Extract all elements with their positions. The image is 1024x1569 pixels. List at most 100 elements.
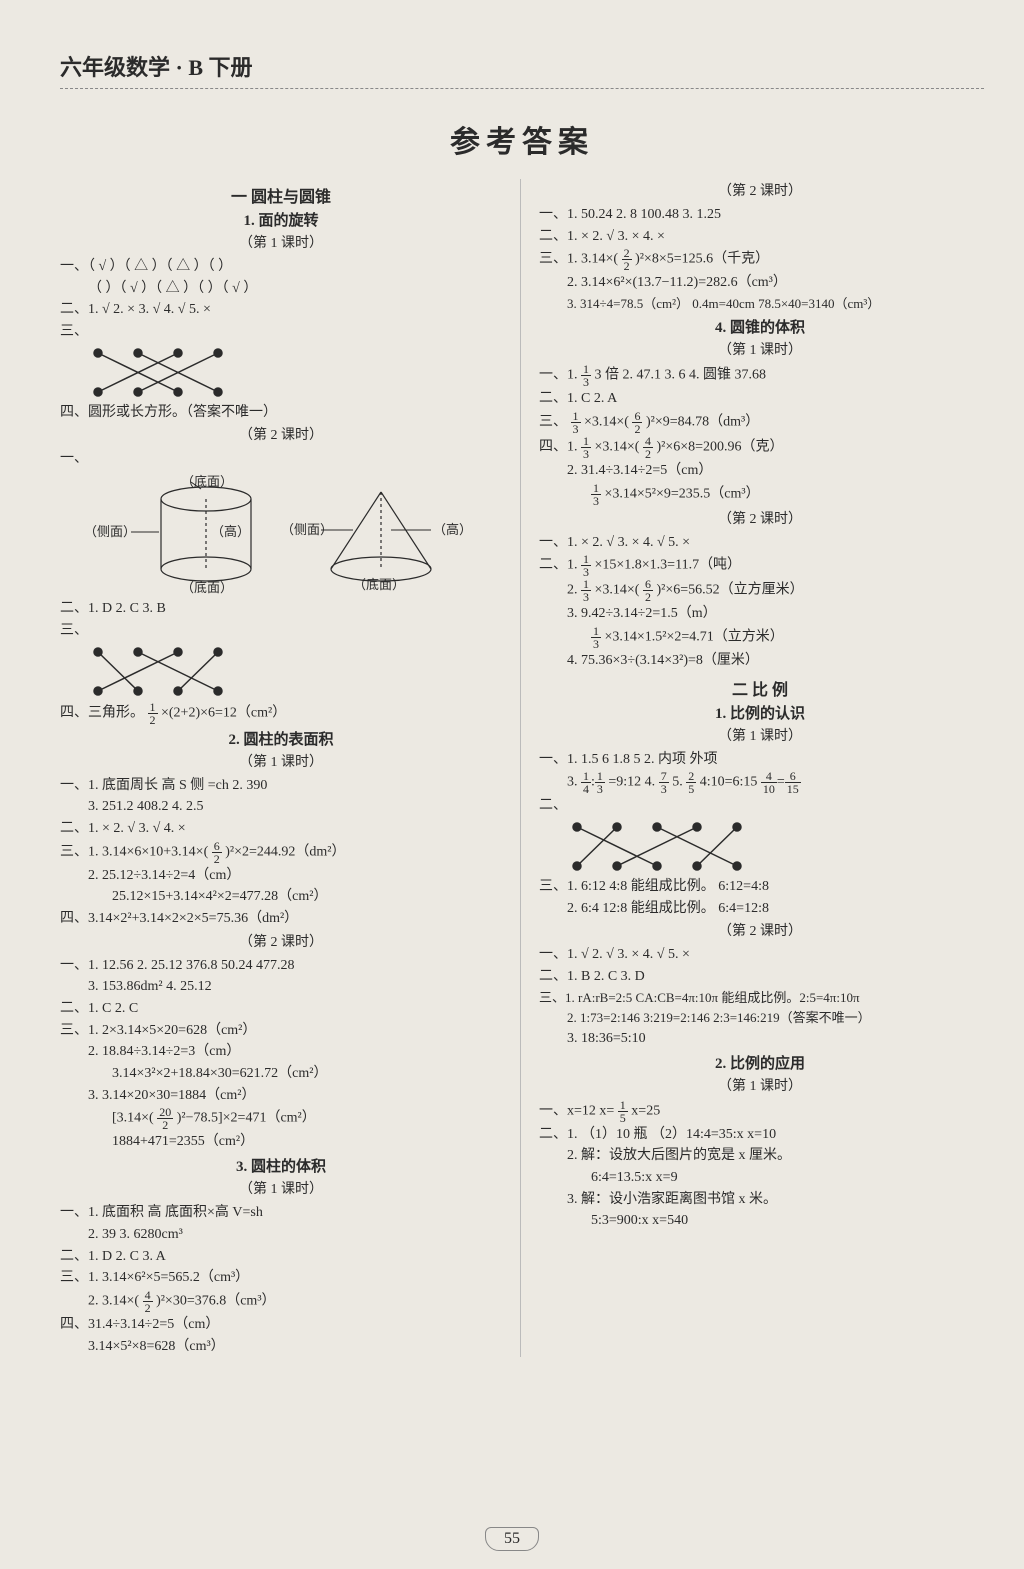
r5-5: 13 ×3.14×1.5²×2=4.71（立方米） — [539, 625, 981, 650]
frac-2-2: 22 — [622, 247, 632, 272]
right-column: （第 2 课时） 一、1. 50.24 2. 8 100.48 3. 1.25 … — [531, 179, 981, 1357]
sec4-lesson1: （第 1 课时） — [539, 339, 981, 359]
header-dash — [60, 88, 984, 89]
r1-3a: 三、1. 3.14×( — [539, 252, 618, 267]
sec1-sub1-lesson2: （第 2 课时） — [60, 424, 502, 444]
sec4-lesson2: （第 2 课时） — [539, 508, 981, 528]
frac-6-2-c: 62 — [643, 578, 653, 603]
r1-3b: )²×8×5=125.6（千克） — [635, 252, 769, 267]
s2b-5: 2. 18.84÷3.14÷2=3（cm） — [60, 1041, 502, 1063]
r4-6: 13 ×3.14×5²×9=235.5（cm³） — [539, 482, 981, 507]
s2b-4: 三、1. 2×3.14×5×20=628（cm²） — [60, 1020, 502, 1042]
sec4: 4. 圆锥的体积 — [539, 316, 981, 337]
s2-7: 四、3.14×2²+3.14×2×2×5=75.36（dm²） — [60, 908, 502, 930]
frac-7-3: 73 — [659, 770, 669, 795]
s3-4: 三、1. 3.14×6²×5=565.2（cm³） — [60, 1267, 502, 1289]
l1-1: 一、（ √ ）（ △ ）（ △ ）（ ） — [60, 256, 502, 278]
s3-7: 3.14×5²×8=628（cm³） — [60, 1336, 502, 1358]
svg-text:（底面）: （底面） — [353, 577, 405, 592]
frac-1-3-c: 13 — [581, 435, 591, 460]
frac-1-3-a: 13 — [581, 363, 591, 388]
l2-3: 三、 — [60, 620, 502, 642]
l1-4: 三、 — [60, 321, 502, 343]
rd1a: 一、x=12 x= — [539, 1103, 614, 1118]
l2-2: 二、1. D 2. C 3. B — [60, 598, 502, 620]
left-column: 一 圆柱与圆锥 1. 面的旋转 （第 1 课时） 一、（ √ ）（ △ ）（ △… — [60, 179, 510, 1357]
sec1-sub2-lesson2: （第 2 课时） — [60, 931, 502, 951]
rb3: 二、 — [539, 795, 981, 817]
rc2: 二、1. B 2. C 3. D — [539, 966, 981, 988]
rb2a: 3. — [567, 775, 581, 790]
main-title: 参考答案 — [60, 117, 984, 161]
sec-b: 二 比 例 — [539, 676, 981, 700]
r4-1: 一、1. 13 3 倍 2. 47.1 3. 6 4. 圆锥 37.68 — [539, 363, 981, 388]
frac-20-2: 202 — [157, 1106, 173, 1131]
match-diagram-3 — [567, 819, 747, 874]
svg-text:（高）: （高） — [211, 524, 250, 539]
match-diagram-2 — [88, 644, 228, 699]
frac-1-3-f: 13 — [581, 578, 591, 603]
s3-1: 一、1. 底面积 高 底面积×高 V=sh — [60, 1202, 502, 1224]
frac-4-2-a: 42 — [143, 1289, 153, 1314]
l2-4: 四、三角形。 12 ×(2+2)×6=12（cm²） — [60, 701, 502, 726]
r1-4: 2. 3.14×6²×(13.7−11.2)=282.6（cm³） — [539, 272, 981, 294]
cylinder-cone-diagram: （底面） （侧面） （高） （底面） （侧面） （底面） （高） — [81, 474, 481, 594]
rb2d: 4:10=6:15 — [700, 775, 761, 790]
r5-3a: 2. — [567, 583, 581, 598]
frac-1-4: 14 — [581, 770, 591, 795]
r-lesson2: （第 2 课时） — [539, 180, 981, 200]
rc5: 3. 18:36=5:10 — [539, 1028, 981, 1050]
frac-1-3-g: 13 — [591, 625, 601, 650]
r5-2: 二、1. 13 ×15×1.8×1.3=11.7（吨） — [539, 553, 981, 578]
sec-b2: 2. 比例的应用 — [539, 1052, 981, 1073]
match-diagram-1 — [88, 345, 228, 400]
r1-1: 一、1. 50.24 2. 8 100.48 3. 1.25 — [539, 204, 981, 226]
r4-1a: 一、1. — [539, 368, 581, 383]
rc3: 三、1. rA:rB=2:5 CA:CB=4π:10π 能组成比例。2:5=4π… — [539, 988, 981, 1008]
frac-4-2-b: 42 — [643, 435, 653, 460]
s3-5b: )²×30=376.8（cm³） — [156, 1294, 275, 1309]
s3-5: 2. 3.14×( 42 )²×30=376.8（cm³） — [60, 1289, 502, 1314]
sec-b1-lesson2: （第 2 课时） — [539, 920, 981, 940]
l2-4b: ×(2+2)×6=12（cm²） — [161, 705, 286, 720]
rd1b: x=25 — [631, 1103, 660, 1118]
page-number: 55 — [485, 1527, 539, 1551]
r4-4a: 四、1. — [539, 440, 581, 455]
sec-b1-lesson1: （第 1 课时） — [539, 725, 981, 745]
frac-4-10: 410 — [761, 770, 777, 795]
r4-1b: 3 倍 2. 47.1 3. 6 4. 圆锥 37.68 — [595, 368, 767, 383]
rd4: 6:4=13.5:x x=9 — [539, 1167, 981, 1189]
l1-2: （ ）（ √ ）（ △ ）（ ）（ √ ） — [60, 278, 502, 300]
s3-2: 2. 39 3. 6280cm³ — [60, 1224, 502, 1246]
two-columns: 一 圆柱与圆锥 1. 面的旋转 （第 1 课时） 一、（ √ ）（ △ ）（ △… — [60, 179, 984, 1357]
r5-4: 3. 9.42÷3.14÷2=1.5（m） — [539, 603, 981, 625]
r4-3: 三、 13 ×3.14×( 62 )²×9=84.78（dm³） — [539, 410, 981, 435]
sec1-sub1: 1. 面的旋转 — [60, 209, 502, 230]
svg-text:（高）: （高） — [433, 522, 472, 537]
l2-1: 一、 — [60, 448, 502, 470]
sec-b2-lesson1: （第 1 课时） — [539, 1075, 981, 1095]
frac-1-3-e: 13 — [581, 553, 591, 578]
s2b-7: 3. 3.14×20×30=1884（cm²） — [60, 1085, 502, 1107]
s2b-9: 1884+471=2355（cm²） — [60, 1131, 502, 1153]
frac-half-1: 12 — [148, 701, 158, 726]
s2-1: 一、1. 底面周长 高 S 侧 =ch 2. 390 — [60, 775, 502, 797]
s2b-3: 二、1. C 2. C — [60, 998, 502, 1020]
r4-6b: ×3.14×5²×9=235.5（cm³） — [605, 486, 760, 501]
l1-5: 四、圆形或长方形。（答案不唯一） — [60, 402, 502, 424]
rb2c: 5. — [672, 775, 686, 790]
r4-3b: ×3.14×( — [584, 415, 629, 430]
rb1: 一、1. 1.5 6 1.8 5 2. 内项 外项 — [539, 749, 981, 771]
r5-1: 一、1. × 2. √ 3. × 4. √ 5. × — [539, 532, 981, 554]
svg-text:（底面）: （底面） — [181, 474, 233, 489]
l2-4a: 四、三角形。 — [60, 705, 144, 720]
s3-3: 二、1. D 2. C 3. A — [60, 1246, 502, 1268]
r5-3b: ×3.14×( — [595, 583, 640, 598]
r4-4b: ×3.14×( — [595, 440, 640, 455]
s2b-2: 3. 153.86dm² 4. 25.12 — [60, 976, 502, 998]
r4-3c: )²×9=84.78（dm³） — [646, 415, 759, 430]
page-content: 六年级数学 · B 下册 参考答案 一 圆柱与圆锥 1. 面的旋转 （第 1 课… — [0, 0, 1024, 1397]
r1-2: 二、1. × 2. √ 3. × 4. × — [539, 226, 981, 248]
svg-text:（侧面）: （侧面） — [84, 524, 136, 539]
s2b-6: 3.14×3²×2+18.84×30=621.72（cm²） — [60, 1063, 502, 1085]
